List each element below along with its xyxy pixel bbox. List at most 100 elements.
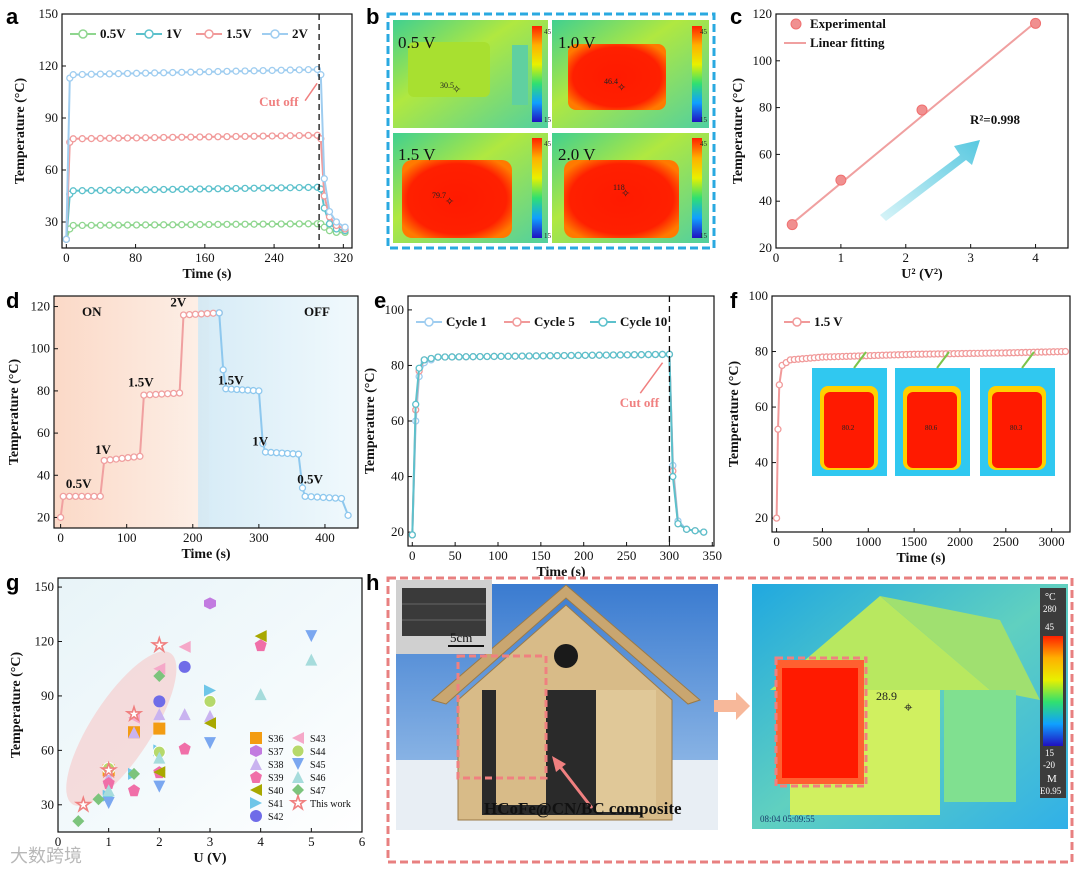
data-point bbox=[160, 221, 168, 229]
data-point bbox=[124, 454, 132, 462]
panel-letter-d: d bbox=[6, 288, 19, 313]
scale-bottom-label: 15 bbox=[544, 232, 552, 240]
scale-label-low: 15 bbox=[1045, 748, 1055, 758]
data-point bbox=[73, 794, 93, 813]
x-tick-label: 2500 bbox=[993, 534, 1019, 549]
data-point bbox=[455, 353, 463, 361]
data-point bbox=[669, 472, 677, 481]
legend-label: 1.5V bbox=[226, 26, 252, 41]
data-point bbox=[128, 784, 140, 797]
y-tick-label: 60 bbox=[759, 146, 772, 161]
data-point bbox=[223, 184, 231, 193]
data-point bbox=[96, 134, 105, 143]
data-point bbox=[232, 132, 240, 141]
data-point bbox=[420, 356, 428, 364]
y-tick-label: 20 bbox=[391, 524, 404, 539]
chart-f: 0 500 1000 1500 2000 2500 3000 20 40 60 80 100 Time … bbox=[727, 288, 1071, 566]
x-tick-label: 150 bbox=[531, 548, 551, 563]
y-tick-label: 60 bbox=[391, 413, 404, 428]
legend-marker bbox=[250, 771, 262, 783]
data-point bbox=[214, 185, 222, 193]
x-tick-label: 0 bbox=[773, 534, 780, 549]
crosshair-icon: ✧ bbox=[452, 84, 461, 96]
legend-marker bbox=[270, 29, 280, 39]
inset-sample bbox=[992, 392, 1042, 468]
trend-arrow bbox=[880, 140, 980, 221]
thermal-side-wall bbox=[944, 690, 1016, 802]
legend-label: S46 bbox=[310, 773, 326, 784]
data-point bbox=[609, 351, 617, 359]
data-point bbox=[160, 69, 168, 77]
x-tick-label: 1 bbox=[105, 834, 112, 849]
house-inner-wall bbox=[596, 690, 656, 812]
data-point bbox=[259, 184, 267, 192]
off-region bbox=[198, 296, 358, 528]
y-tick-label: 40 bbox=[755, 455, 768, 470]
data-point bbox=[219, 366, 227, 374]
legend-marker bbox=[292, 784, 304, 796]
panel-b-frame bbox=[386, 12, 716, 250]
data-point bbox=[301, 492, 309, 501]
data-point bbox=[150, 133, 159, 142]
data-point bbox=[158, 390, 166, 398]
data-point bbox=[497, 352, 505, 361]
data-point bbox=[772, 514, 781, 522]
watermark: 大数跨境 bbox=[10, 846, 82, 866]
y-tick-label: 90 bbox=[45, 110, 58, 125]
scale-top-label: 45 bbox=[544, 28, 552, 36]
temperature-reading: 46.4 bbox=[604, 77, 618, 86]
inset-pointer bbox=[853, 351, 867, 369]
legend-marker bbox=[790, 18, 802, 30]
data-point bbox=[196, 133, 204, 141]
data-point bbox=[412, 400, 420, 408]
chart-c: 0 1 2 3 4 20 40 60 80 100 120 U² (V²) Temperature (°… bbox=[731, 6, 1069, 282]
data-point bbox=[298, 484, 307, 492]
data-point bbox=[277, 220, 285, 228]
data-point bbox=[241, 67, 249, 75]
inset-reading: 80.3 bbox=[1010, 424, 1023, 432]
data-point bbox=[651, 350, 660, 359]
y-tick-label: 100 bbox=[385, 302, 405, 317]
y-tick-label: 60 bbox=[41, 742, 54, 757]
data-point bbox=[241, 132, 249, 141]
data-point bbox=[483, 352, 491, 361]
data-point bbox=[574, 351, 582, 360]
legend-marker bbox=[292, 732, 304, 744]
temperature-reading: 79.7 bbox=[432, 191, 446, 200]
data-point bbox=[332, 218, 341, 226]
y-axis-label: Temperature (°C) bbox=[727, 361, 742, 468]
emissivity-label: E0.95 bbox=[1040, 786, 1062, 796]
y-tick-label: 30 bbox=[41, 797, 54, 812]
inset-reading: 80.6 bbox=[925, 424, 938, 432]
data-point bbox=[532, 352, 540, 360]
heated-panel bbox=[782, 668, 858, 778]
y-tick-label: 80 bbox=[37, 383, 50, 398]
data-point bbox=[223, 67, 231, 76]
temperature-reading: 118 bbox=[613, 183, 625, 192]
scale-bottom-label: 15 bbox=[700, 116, 708, 124]
data-point bbox=[203, 694, 217, 708]
heated-sample bbox=[568, 44, 666, 110]
data-point bbox=[100, 456, 108, 465]
step-label: 1V bbox=[252, 434, 269, 449]
this-work-highlight bbox=[66, 651, 177, 806]
legend-marker bbox=[598, 317, 608, 327]
y-tick-label: 20 bbox=[755, 510, 768, 525]
data-point bbox=[146, 391, 154, 399]
legend-marker bbox=[250, 797, 262, 809]
x-axis-label: Time (s) bbox=[182, 267, 231, 282]
fit-line bbox=[791, 21, 1037, 225]
data-point bbox=[232, 67, 240, 75]
pointer-arrowhead bbox=[552, 756, 566, 772]
data-point bbox=[232, 184, 240, 193]
color-scale-bar bbox=[692, 26, 702, 122]
data-point bbox=[132, 134, 141, 142]
legend-label: Linear fitting bbox=[810, 35, 885, 50]
cutoff-arrow bbox=[639, 362, 664, 394]
scale-bottom-label: 15 bbox=[544, 116, 552, 124]
data-point bbox=[141, 221, 150, 229]
data-point bbox=[560, 351, 568, 360]
legend-label: Cycle 1 bbox=[446, 314, 487, 329]
legend-label: Cycle 10 bbox=[620, 314, 667, 329]
inset-pointer bbox=[936, 351, 950, 369]
